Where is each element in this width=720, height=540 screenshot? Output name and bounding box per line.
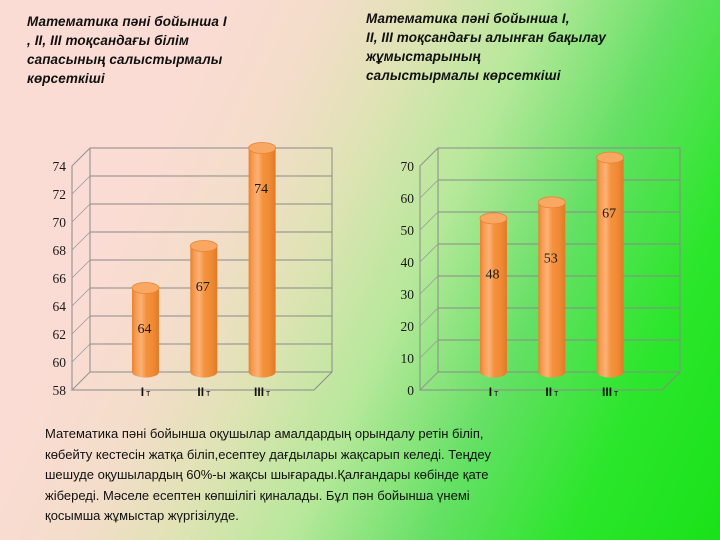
y-axis-tick-label: 50 <box>401 223 415 238</box>
bar-cylinder-body <box>190 246 218 378</box>
chart-left-depth-lines <box>71 147 91 391</box>
x-axis-category-label: III т <box>602 385 618 399</box>
chart-left-y-axis-labels: 58 60 62 64 66 68 70 72 74 <box>53 159 67 398</box>
chart-left-bars <box>131 142 277 378</box>
y-axis-tick-label: 58 <box>53 383 67 398</box>
y-axis-tick-label: 68 <box>53 243 67 258</box>
y-axis-tick-label: 60 <box>401 191 415 206</box>
chart-right-value-labels: 48 53 67 <box>485 207 616 283</box>
bar-value-label: 53 <box>544 251 558 266</box>
chart-right-depth-lines <box>419 147 439 391</box>
y-axis-tick-label: 30 <box>401 287 415 302</box>
y-axis-tick-label: 40 <box>401 255 415 270</box>
bar-value-label: 48 <box>485 267 499 282</box>
y-axis-tick-label: 0 <box>407 383 414 398</box>
chart-right-bars <box>479 151 625 378</box>
y-axis-tick-label: 10 <box>401 351 415 366</box>
bar-cylinder-cap <box>479 212 508 225</box>
bar-cylinder-cap <box>537 196 566 209</box>
bar-cylinder-cap <box>248 142 277 154</box>
y-axis-tick-label: 60 <box>53 355 67 370</box>
chart-left-value-labels: 64 67 74 <box>137 182 268 337</box>
y-axis-tick-label: 70 <box>53 215 67 230</box>
commentary-paragraph: Математика пәні бойынша оқушылар амалдар… <box>45 426 491 523</box>
bar-cylinder-body <box>248 148 276 378</box>
bar-value-label: 74 <box>254 182 268 197</box>
y-axis-tick-label: 74 <box>53 159 67 174</box>
x-axis-category-label: II т <box>197 385 210 399</box>
y-axis-tick-label: 70 <box>401 159 415 174</box>
y-axis-tick-label: 62 <box>53 327 67 342</box>
y-axis-tick-label: 66 <box>53 271 67 286</box>
chart-title-left: Математика пәні бойынша I , II, III тоқс… <box>27 14 227 86</box>
y-axis-tick-label: 20 <box>401 319 415 334</box>
bar-value-label: 67 <box>196 280 210 295</box>
bar-cylinder-body <box>538 202 566 378</box>
y-axis-tick-label: 72 <box>53 187 67 202</box>
bar-cylinder-body <box>131 288 159 378</box>
bar-cylinder-body <box>479 218 507 378</box>
x-axis-category-label: II т <box>545 385 558 399</box>
chart-title-right: Математика пәні бойынша I, II, III тоқса… <box>366 11 606 83</box>
y-axis-tick-label: 64 <box>53 299 67 314</box>
bar-value-label: 67 <box>602 207 616 222</box>
bar-cylinder-cap <box>131 282 160 294</box>
x-axis-category-label: III т <box>254 385 270 399</box>
bar-cylinder-cap <box>596 151 625 164</box>
bar-cylinder-cap <box>189 240 218 252</box>
bar-cylinder-body <box>596 157 624 378</box>
chart-right-y-axis-labels: 0 10 20 30 40 50 60 70 <box>401 159 415 398</box>
bar-value-label: 64 <box>137 322 151 337</box>
